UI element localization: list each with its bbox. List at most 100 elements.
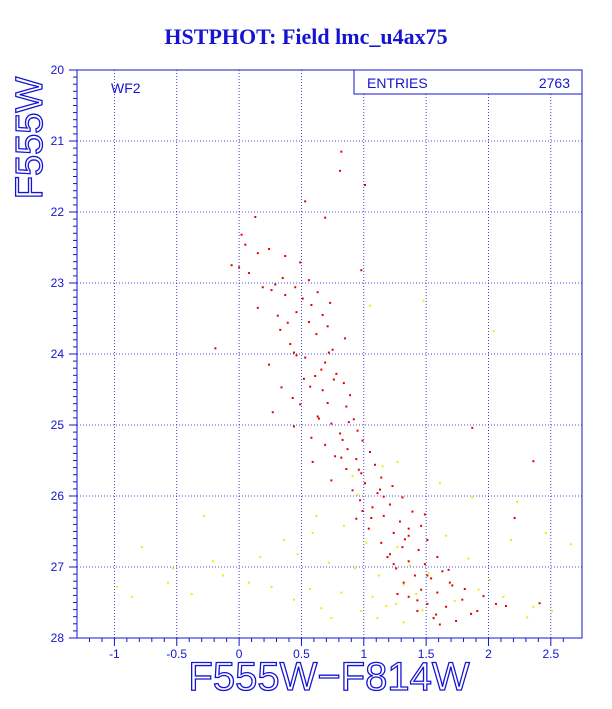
data-point [270,289,273,292]
data-point [271,411,274,414]
data-point [281,277,284,280]
data-point [436,556,439,559]
data-point [259,556,262,559]
data-point [295,354,298,357]
data-point [347,421,350,424]
data-point [307,279,310,282]
data-point [426,602,429,605]
data-point [371,506,374,509]
data-point [321,389,324,392]
data-point [301,297,304,300]
data-point [295,311,298,314]
data-point [284,294,287,297]
data-point [310,436,313,439]
x-tick-label: 0.5 [293,647,310,661]
ticks: -1 -0.5 0 0.5 1 1.5 2 2.5 20 21 22 23 24 25 26 27 28 [51,63,564,661]
data-point [345,468,348,471]
data-point [407,595,410,598]
data-point [254,215,257,218]
data-point [426,574,429,577]
data-point [502,595,505,598]
data-point [130,595,133,598]
data-point [421,609,424,612]
data-point [280,386,283,389]
data-point [167,581,170,584]
data-point [329,301,332,304]
data-point [403,538,406,541]
data-point [320,368,323,371]
y-tick-label: 25 [51,418,65,432]
data-point [270,585,273,588]
data-point [359,499,362,502]
data-point [401,496,404,499]
data-point [413,574,416,577]
data-point [339,432,342,435]
data-point [380,476,383,479]
data-point [402,581,405,584]
data-point [407,527,410,530]
data-point [532,605,535,608]
data-point [411,510,414,513]
data-point [317,417,320,420]
data-point [551,610,554,613]
x-tick-label: 1 [360,647,367,661]
data-point [395,567,398,570]
y-tick-label: 26 [51,489,65,503]
data-point [248,272,251,275]
data-point [304,200,307,203]
data-point [315,514,318,517]
data-point [324,361,327,364]
data-point [376,617,379,620]
data-point [395,602,398,605]
data-point [417,548,420,551]
data-point [401,546,404,549]
x-tick-label: 1.5 [418,647,435,661]
data-point [140,546,143,549]
data-point [476,610,479,613]
data-point [326,401,329,404]
data-point [470,612,473,615]
data-point [331,348,334,351]
data-point [340,456,343,459]
data-point [211,560,214,563]
data-point [268,363,271,366]
data-point [268,247,271,250]
data-points [115,150,572,626]
x-axis-title: F555W−F814W [188,655,469,699]
data-point [381,465,384,468]
data-point [402,583,405,586]
data-point [445,534,448,537]
data-point [369,450,372,453]
data-point [467,557,470,560]
data-point [203,514,206,517]
data-point [386,556,389,559]
data-point [351,475,354,478]
data-point [341,438,344,441]
data-point [420,588,423,591]
y-tick-label: 24 [51,347,65,361]
data-point [396,460,399,463]
data-point [310,304,313,307]
data-point [292,351,295,354]
x-tick-label: 2 [485,647,492,661]
data-point [351,489,354,492]
data-point [299,403,302,406]
data-point [367,527,370,530]
data-point [492,330,495,333]
data-point [391,485,394,488]
data-point [504,605,507,608]
data-point [407,534,410,537]
data-point [532,460,535,463]
data-point [292,598,295,601]
data-point [327,561,330,564]
data-point [388,503,391,506]
data-point [526,616,529,619]
data-point [513,517,516,520]
data-point [221,574,224,577]
data-point [423,513,426,516]
data-point [364,482,367,485]
data-point [356,493,359,496]
data-point [256,306,259,309]
data-point [423,563,426,566]
data-point [357,468,360,471]
